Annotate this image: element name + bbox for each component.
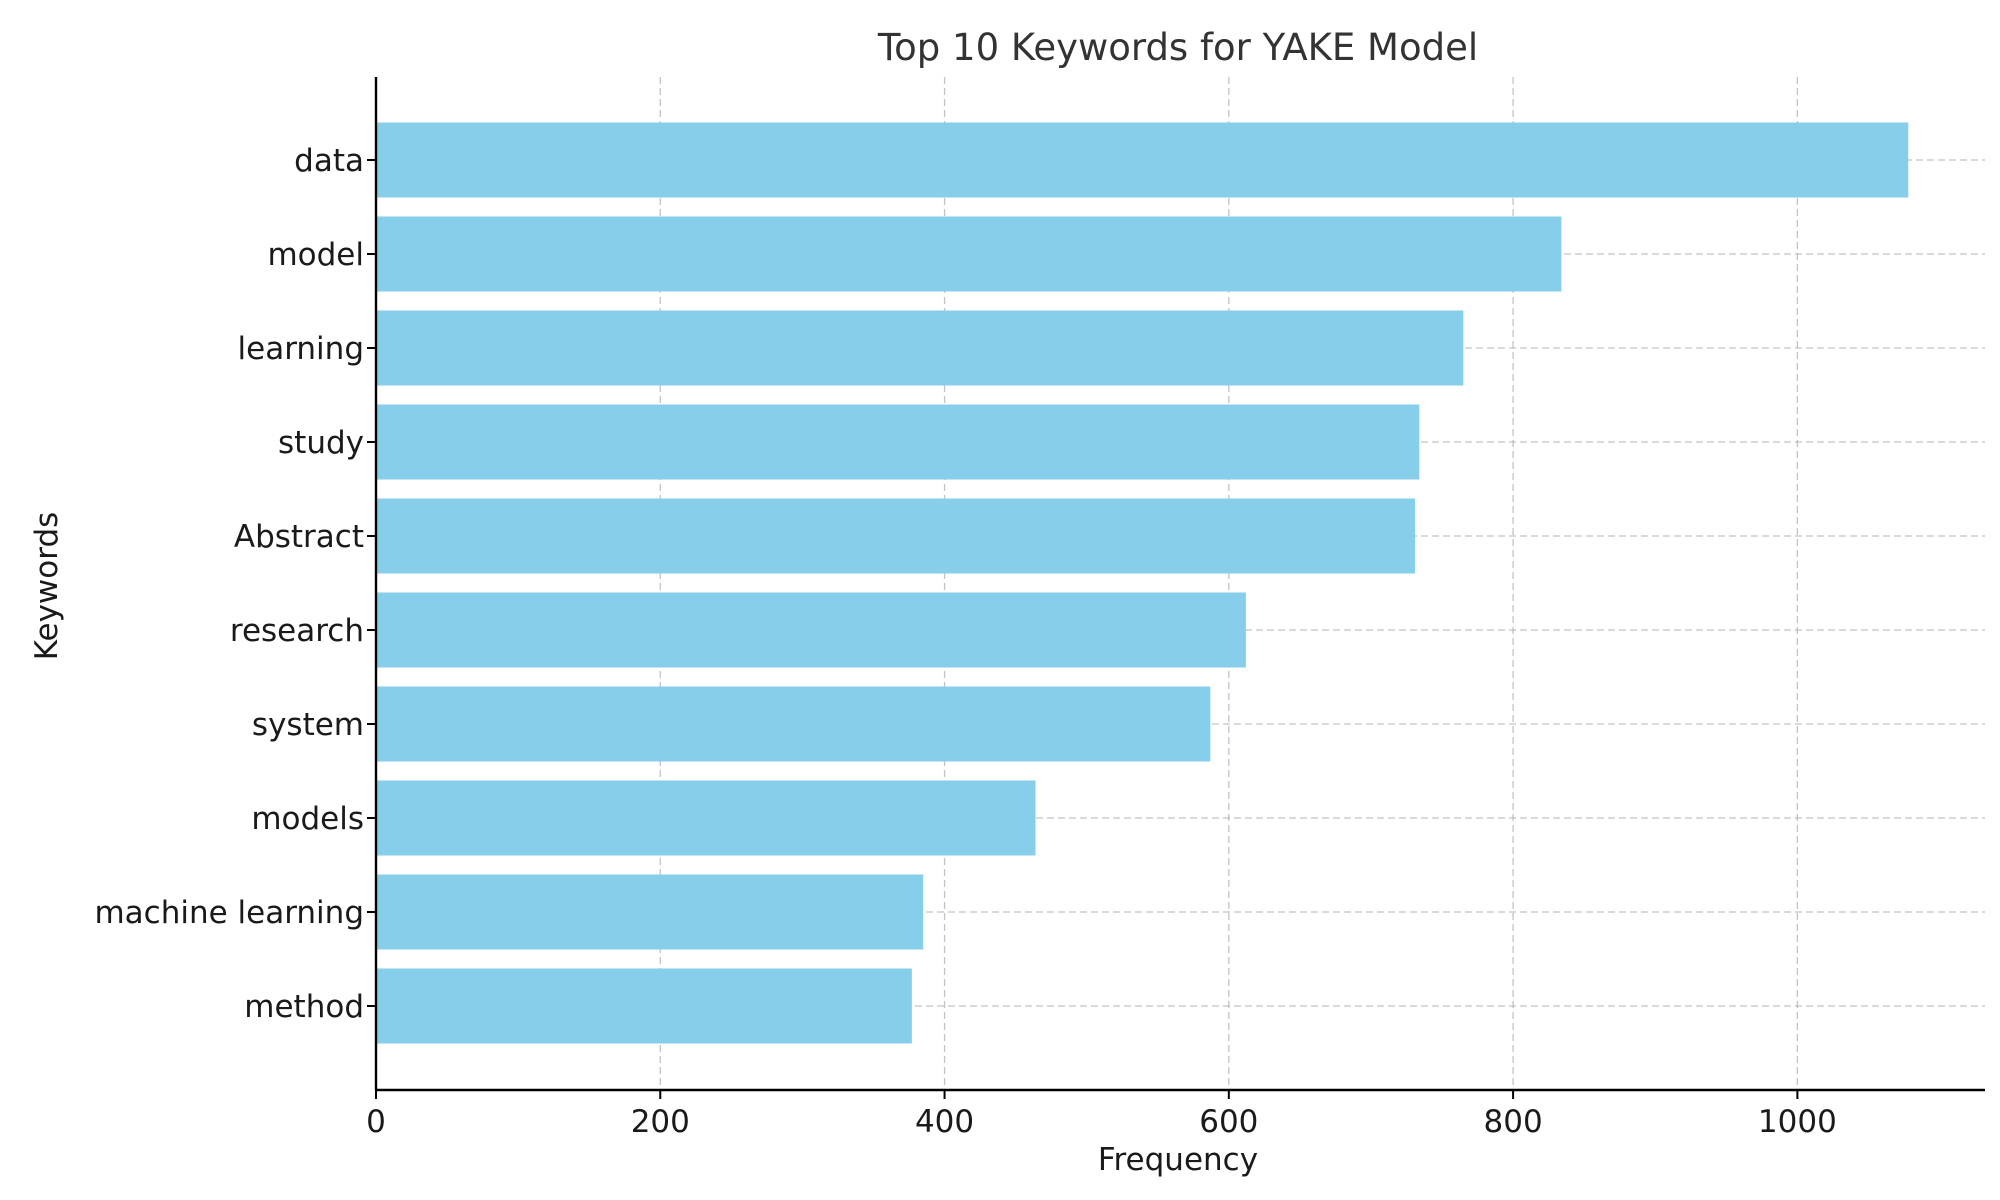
x-tick-label: 1000 [1758,1104,1837,1140]
bar [376,122,1909,198]
bar [376,780,1036,856]
bar [376,216,1562,292]
bar [376,592,1246,668]
y-tick-label: study [278,425,364,461]
bar [376,310,1464,386]
x-tick-label: 800 [1484,1104,1543,1140]
x-tick-label: 0 [366,1104,386,1140]
y-tick-label: learning [238,331,364,367]
bar [376,404,1420,480]
chart-title: Top 10 Keywords for YAKE Model [877,26,1478,69]
y-axis-ticks: data model learning study Abstract research sy… [94,143,376,1025]
y-tick-label: models [251,801,364,837]
bar [376,686,1211,762]
y-tick-label: machine learning [94,895,364,931]
y-tick-label: system [252,707,364,743]
y-tick-label: model [267,237,364,273]
y-tick-label: method [244,989,364,1025]
bar [376,874,924,950]
bars [376,122,1909,1044]
y-axis-label: Keywords [29,512,65,661]
y-tick-label: Abstract [234,519,364,555]
y-tick-label: data [294,143,364,179]
x-tick-label: 400 [915,1104,974,1140]
bar [376,968,912,1044]
x-tick-label: 200 [631,1104,690,1140]
x-tick-label: 600 [1199,1104,1258,1140]
y-tick-label: research [230,613,364,649]
bar [376,498,1416,574]
x-axis-ticks: 0 200 400 600 800 1000 [366,1090,1837,1140]
x-axis-label: Frequency [1098,1142,1258,1178]
